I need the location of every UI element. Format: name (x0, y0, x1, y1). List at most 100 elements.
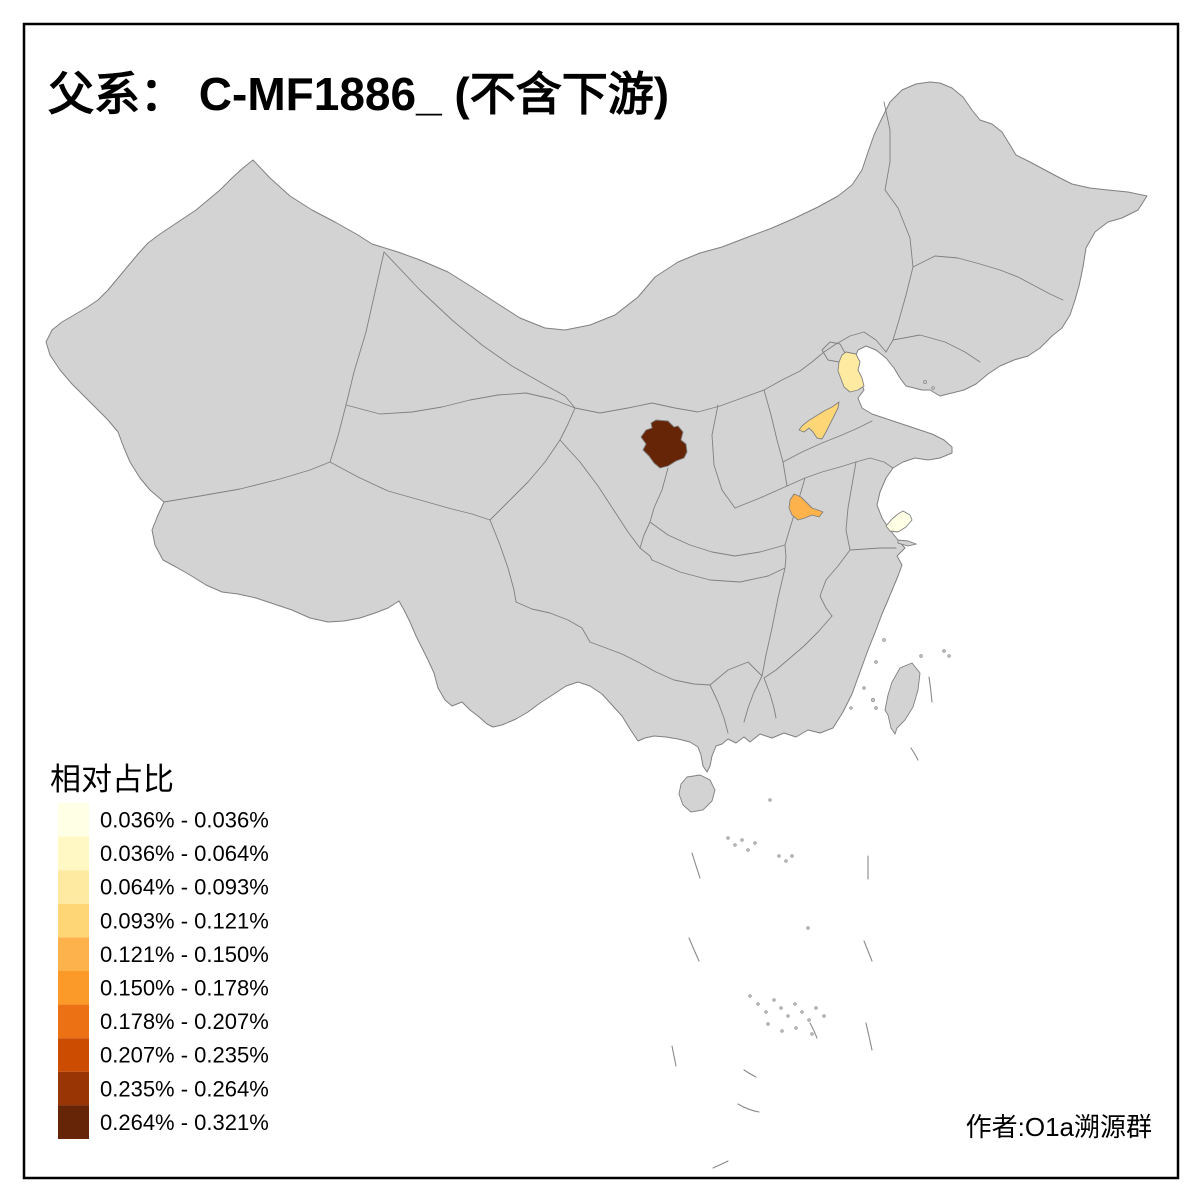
coastal-islet (874, 706, 878, 710)
province-border-line (589, 641, 639, 663)
coastal-islet (919, 654, 923, 658)
province-border-line (784, 544, 787, 569)
province-border-line (761, 567, 786, 677)
nine-dash-line-segment (671, 1045, 677, 1067)
nine-dash-line-segment (863, 940, 873, 962)
province-border-line (574, 331, 887, 414)
province-border-line (639, 467, 669, 561)
province-border-line (849, 547, 897, 551)
province-border-line (709, 684, 729, 734)
region-northwest-shandong-area (798, 401, 840, 440)
nine-dash-line-segment (928, 676, 933, 703)
scs-islet (746, 848, 750, 852)
coastal-islet (862, 686, 866, 690)
coastal-islet (874, 660, 878, 664)
scs-islet (800, 1010, 804, 1014)
scs-islet (764, 1010, 768, 1014)
province-border-line (559, 407, 576, 441)
province-border-line (489, 439, 561, 521)
scs-islet (784, 859, 788, 863)
page-title: 父系： C-MF1886_ (不含下游) (48, 68, 669, 120)
legend-swatch-4 (58, 903, 89, 938)
legend-label-10: 0.264% - 0.321% (100, 1110, 269, 1135)
scs-islet (726, 836, 730, 840)
legend-label-7: 0.178% - 0.207% (100, 1009, 269, 1034)
legend-swatch-6 (58, 971, 89, 1005)
province-border-line (883, 101, 914, 268)
legend-swatch-5 (58, 937, 89, 971)
province-border-line (892, 334, 981, 363)
scs-islet (780, 1029, 784, 1033)
scs-islet (807, 1018, 811, 1022)
nine-dash-line-segment (910, 747, 919, 761)
scs-islet (822, 1014, 826, 1018)
islands (678, 380, 951, 813)
map-frame (22, 22, 1180, 1180)
scs-islet (814, 1006, 818, 1010)
legend-swatch-8 (58, 1038, 89, 1072)
province-border-line (819, 549, 851, 617)
nine-dash-line-segment (743, 1069, 757, 1078)
province-border-line (711, 404, 736, 509)
nine-dash-line-segment (865, 1022, 873, 1051)
province-border-line (885, 266, 914, 353)
province-border-line (734, 485, 788, 509)
legend-swatch-9 (58, 1071, 89, 1106)
mainland-china (45, 81, 1148, 773)
scs-islet (777, 854, 781, 858)
province-border-line (845, 461, 857, 551)
scs-islet (779, 1006, 783, 1010)
highlighted-regions (640, 351, 913, 533)
region-tianjin-area (837, 351, 865, 393)
coastal-islet (942, 649, 946, 653)
scs-islet (786, 1014, 790, 1018)
province-border-line (649, 521, 786, 557)
province-border-line (912, 255, 1064, 301)
scs-islet (768, 798, 772, 802)
province-border-line (515, 601, 591, 643)
coastal-islet (923, 380, 927, 384)
taiwan-island (884, 662, 921, 736)
legend-label-1: 0.036% - 0.036% (100, 808, 269, 833)
hainan-island (678, 774, 716, 813)
coastal-islet (849, 706, 853, 710)
scs-islet (793, 1002, 797, 1006)
legend-swatch-10 (58, 1105, 89, 1139)
legend-label-9: 0.235% - 0.264% (100, 1076, 269, 1101)
region-coastal-jiangsu-area (885, 510, 913, 533)
province-border-line (345, 392, 576, 415)
scs-islet (806, 926, 810, 930)
legend-title: 相对占比 (50, 762, 174, 797)
chongming-island (897, 539, 918, 547)
scs-islet (748, 994, 752, 998)
nine-dash-line-segment (691, 852, 701, 879)
province-border-line (786, 457, 894, 487)
legend-label-8: 0.207% - 0.235% (100, 1043, 269, 1068)
province-border-line (383, 251, 576, 409)
scs-islet (772, 998, 776, 1002)
province-border-line (651, 559, 786, 583)
legend-swatch-7 (58, 1004, 89, 1039)
coastal-islet (931, 386, 935, 390)
legend-label-3: 0.064% - 0.093% (100, 875, 269, 900)
legend-swatch-1 (58, 803, 89, 837)
province-border-line (763, 677, 777, 719)
legend-label-6: 0.150% - 0.178% (100, 976, 269, 1001)
province-border-line (743, 675, 763, 723)
nine-dash-line-segment (712, 1160, 729, 1169)
province-border-line (163, 461, 331, 503)
attribution-text: 作者:O1a溯源群 (966, 1112, 1152, 1142)
province-borders (163, 101, 1064, 734)
province-border-line (709, 661, 763, 686)
scs-islet (756, 1002, 760, 1006)
legend-label-4: 0.093% - 0.121% (100, 908, 269, 933)
scs-islet (810, 1032, 814, 1036)
province-border-line (782, 420, 873, 463)
province-border-line (559, 439, 641, 549)
scs-islet (733, 843, 737, 847)
mainland-outline (45, 81, 1148, 773)
scs-islet (794, 1026, 798, 1030)
nine-dash-line-segment (688, 937, 700, 962)
